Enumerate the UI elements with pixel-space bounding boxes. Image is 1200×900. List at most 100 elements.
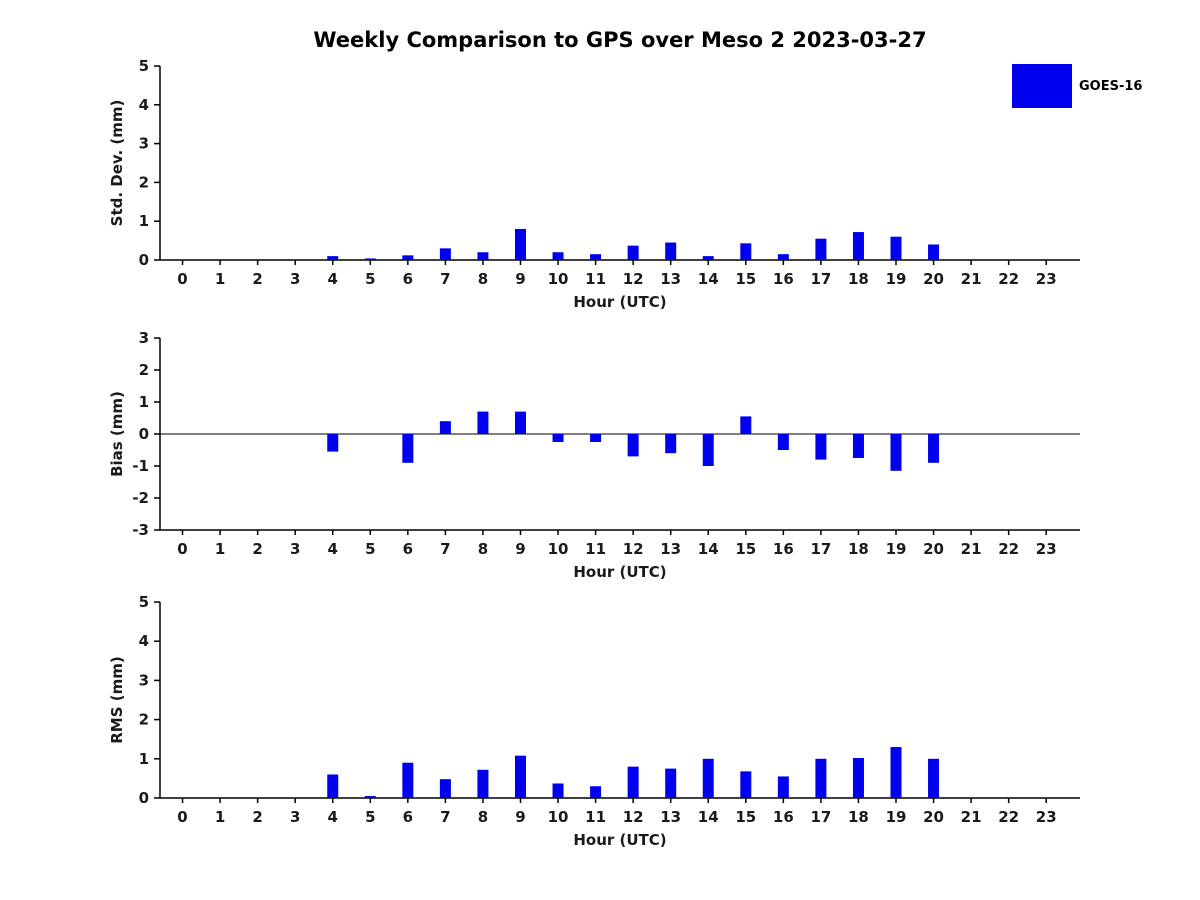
x-tick-label: 5	[365, 808, 375, 826]
std-dev-bar-hour-17	[815, 238, 827, 260]
x-tick-label: 15	[735, 270, 756, 288]
x-tick-label: 23	[1036, 808, 1057, 826]
std-dev-bar-hour-4	[327, 256, 339, 260]
std-dev-bar-hour-18	[852, 232, 864, 260]
std-dev-bar-hour-20	[928, 244, 940, 260]
x-tick-label: 3	[290, 540, 300, 558]
y-tick-label: 2	[139, 711, 149, 729]
y-tick-label: -1	[132, 457, 149, 475]
x-tick-label: 1	[215, 270, 225, 288]
rms-bar-hour-20	[928, 758, 940, 798]
rms-bar-hour-10	[552, 783, 564, 798]
x-tick-label: 8	[478, 540, 488, 558]
x-tick-label: 10	[548, 270, 569, 288]
x-tick-label: 3	[290, 270, 300, 288]
std-dev-xlabel: Hour (UTC)	[573, 293, 666, 311]
x-tick-label: 19	[886, 540, 907, 558]
rms-bar-hour-14	[702, 758, 714, 798]
x-tick-label: 13	[660, 808, 681, 826]
bias-bar-hour-8	[477, 411, 489, 434]
x-tick-label: 15	[735, 808, 756, 826]
x-tick-label: 11	[585, 540, 606, 558]
std-dev-bar-hour-12	[627, 245, 639, 260]
x-tick-label: 21	[961, 808, 982, 826]
x-tick-label: 21	[961, 270, 982, 288]
rms-bar-hour-5	[364, 796, 376, 798]
rms-bar-hour-4	[327, 774, 339, 798]
y-tick-label: 4	[139, 632, 149, 650]
x-tick-label: 8	[478, 270, 488, 288]
y-tick-label: 1	[139, 393, 149, 411]
rms-bar-hour-17	[815, 758, 827, 798]
x-tick-label: 2	[252, 270, 262, 288]
bias-bar-hour-16	[777, 434, 789, 450]
y-tick-label: 0	[139, 789, 149, 807]
x-tick-label: 0	[177, 270, 187, 288]
x-tick-label: 13	[660, 540, 681, 558]
x-tick-label: 16	[773, 270, 794, 288]
rms-bar-hour-15	[740, 771, 752, 798]
x-tick-label: 3	[290, 808, 300, 826]
x-tick-label: 22	[998, 808, 1019, 826]
bias-bar-hour-19	[890, 434, 902, 471]
rms-bar-hour-13	[665, 768, 677, 798]
bias-bar-hour-9	[514, 411, 526, 434]
x-tick-label: 6	[403, 540, 413, 558]
bias-xlabel: Hour (UTC)	[573, 563, 666, 581]
x-tick-label: 17	[810, 270, 831, 288]
x-tick-label: 7	[440, 540, 450, 558]
y-tick-label: 4	[139, 96, 149, 114]
x-tick-label: 17	[810, 540, 831, 558]
rms-bar-hour-19	[890, 747, 902, 798]
std-dev-bar-hour-13	[665, 242, 677, 260]
bias-bar-hour-17	[815, 434, 827, 460]
x-tick-label: 23	[1036, 540, 1057, 558]
rms-bar-hour-9	[514, 755, 526, 798]
x-tick-label: 1	[215, 540, 225, 558]
bias-bar-hour-6	[402, 434, 414, 463]
y-tick-label: 3	[139, 135, 149, 153]
x-tick-label: 16	[773, 808, 794, 826]
x-tick-label: 19	[886, 270, 907, 288]
std-dev-bar-hour-10	[552, 252, 564, 260]
x-tick-label: 22	[998, 540, 1019, 558]
x-tick-label: 9	[515, 270, 525, 288]
std-dev-bar-hour-7	[439, 248, 451, 260]
x-tick-label: 12	[623, 540, 644, 558]
x-tick-label: 4	[328, 540, 338, 558]
x-tick-label: 20	[923, 270, 944, 288]
y-tick-label: 2	[139, 173, 149, 191]
bias-bar-hour-12	[627, 434, 639, 457]
x-tick-label: 15	[735, 540, 756, 558]
rms-bar-hour-11	[590, 786, 602, 798]
x-tick-label: 9	[515, 540, 525, 558]
x-tick-label: 12	[623, 808, 644, 826]
std-dev-bar-hour-14	[702, 256, 714, 260]
x-tick-label: 8	[478, 808, 488, 826]
x-tick-label: 1	[215, 808, 225, 826]
x-tick-label: 23	[1036, 270, 1057, 288]
x-tick-label: 7	[440, 270, 450, 288]
x-tick-label: 13	[660, 270, 681, 288]
std-dev-bar-hour-9	[514, 228, 526, 260]
y-tick-label: 0	[139, 251, 149, 269]
x-tick-label: 5	[365, 270, 375, 288]
rms-bar-hour-12	[627, 766, 639, 798]
x-tick-label: 20	[923, 808, 944, 826]
x-tick-label: 5	[365, 540, 375, 558]
x-tick-label: 18	[848, 540, 869, 558]
x-tick-label: 14	[698, 270, 719, 288]
std-dev-bar-hour-8	[477, 252, 489, 260]
legend-swatch-goes16	[1012, 64, 1072, 108]
bias-bar-hour-15	[740, 416, 752, 434]
std-dev-bar-hour-16	[777, 254, 789, 260]
std-dev-bar-hour-11	[590, 254, 602, 260]
rms-bar-hour-18	[852, 758, 864, 798]
x-tick-label: 20	[923, 540, 944, 558]
x-tick-label: 17	[810, 808, 831, 826]
rms-bar-hour-6	[402, 762, 414, 798]
bias-bar-hour-13	[665, 434, 677, 454]
x-tick-label: 4	[328, 808, 338, 826]
